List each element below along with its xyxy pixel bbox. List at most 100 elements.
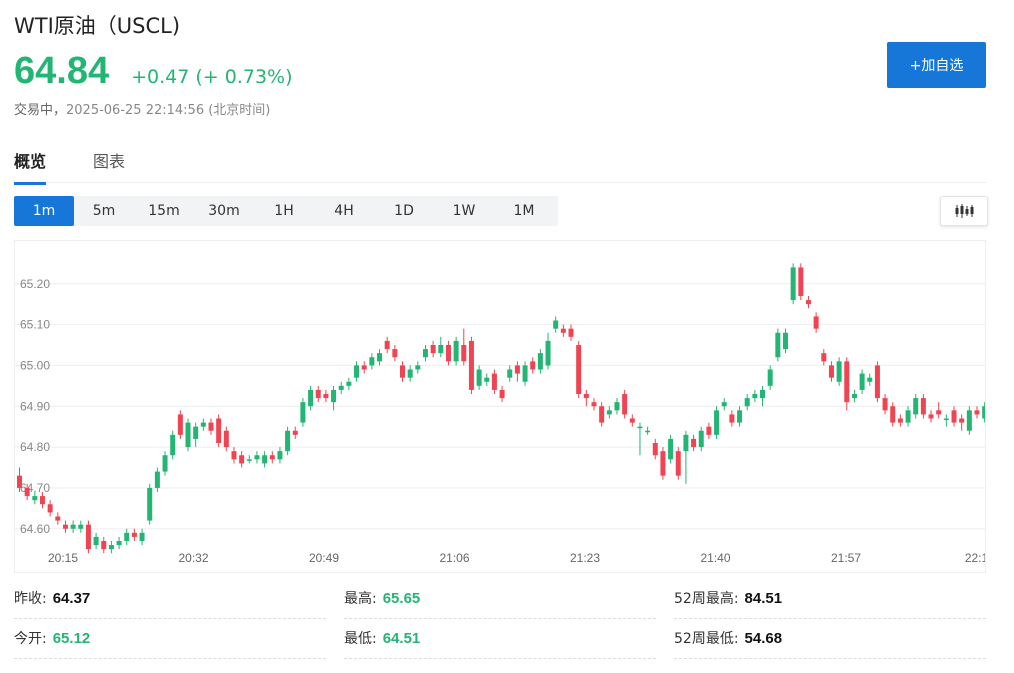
x-tick-label: 21:06 (439, 551, 469, 565)
candle-body (62, 524, 68, 529)
x-tick-label: 20:15 (48, 551, 78, 565)
interval-1mo[interactable]: 1M (513, 203, 535, 219)
candle-body (415, 365, 421, 370)
candle (652, 438, 658, 460)
add-to-watchlist-button[interactable]: +加自选 (887, 42, 986, 88)
interval-5m[interactable]: 5m (92, 203, 116, 219)
instrument-title: WTI原油（USCL) (14, 14, 181, 38)
candle-body (262, 455, 268, 464)
candle (62, 520, 68, 533)
candle (553, 316, 559, 333)
candle-body (445, 345, 451, 362)
candle (966, 406, 972, 435)
candle (691, 434, 697, 452)
candle-body (170, 434, 176, 456)
candle-body (614, 402, 620, 411)
candle-body (223, 430, 229, 448)
candle-body (537, 353, 543, 370)
candlestick-chart[interactable]: 65.2065.1065.0064.9064.8064.7064.6020:15… (15, 241, 1014, 572)
candle (331, 385, 337, 411)
candle (131, 528, 137, 541)
candle-body (32, 496, 38, 501)
stat-low: 最低: 64.51 (344, 620, 656, 659)
candle-body (300, 402, 306, 423)
candle (24, 483, 30, 501)
candle (377, 349, 383, 366)
candle-body (859, 373, 865, 390)
candle (890, 402, 896, 427)
y-tick-label: 65.10 (20, 318, 50, 332)
candle-body (208, 422, 214, 431)
stat-value: 54.68 (744, 630, 783, 647)
candle (108, 541, 114, 554)
candle-body (461, 345, 467, 362)
candle (422, 345, 428, 362)
tab-chart[interactable]: 图表 (93, 152, 126, 171)
candle (775, 328, 781, 362)
candle-body (890, 406, 896, 423)
price-chart[interactable]: 65.20 65.10 65.00 64.90 64.80 64.70 64.60 20:15… (14, 240, 1014, 573)
stat-label: 52周最低: (674, 631, 739, 647)
status-timestamp: 2025-06-25 22:14:56 (66, 103, 205, 118)
candle (315, 385, 321, 403)
candle-body (576, 345, 582, 394)
candle-body (714, 410, 720, 435)
y-tick-label: 64.60 (20, 522, 50, 536)
candle-body (239, 455, 245, 464)
candle (836, 357, 842, 386)
candle (292, 426, 298, 439)
candle-body (468, 340, 474, 390)
stat-value: 64.37 (52, 590, 91, 607)
candle (614, 398, 620, 415)
candle-body (177, 414, 183, 435)
candle-body (285, 430, 291, 452)
candle (78, 520, 84, 533)
candle (783, 328, 788, 354)
candle (821, 349, 827, 366)
candle (369, 353, 375, 370)
candle (576, 340, 582, 399)
candle-body (530, 361, 536, 370)
interval-30m[interactable]: 30m (208, 203, 240, 219)
candle-body (583, 394, 589, 399)
candle-body (246, 459, 252, 461)
candle-body (24, 487, 30, 497)
candle-body (400, 365, 405, 378)
interval-15m[interactable]: 15m (148, 203, 180, 219)
chart-type-button[interactable] (940, 196, 988, 226)
candle (629, 414, 635, 427)
candle (752, 389, 758, 403)
tab-overview[interactable]: 概览 (14, 148, 47, 185)
candle (384, 336, 390, 354)
candle (70, 520, 76, 533)
last-price: 64.84 (14, 50, 110, 92)
candle-body (553, 320, 559, 329)
interval-1m[interactable]: 1m (14, 196, 74, 226)
candle (599, 402, 605, 427)
stat-value: 64.51 (382, 630, 421, 647)
candle-body (767, 369, 773, 386)
candle (246, 455, 252, 464)
interval-1h[interactable]: 1H (274, 203, 294, 219)
candle (239, 451, 245, 468)
candle (744, 394, 750, 411)
candle (920, 394, 926, 419)
interval-1d[interactable]: 1D (394, 203, 414, 219)
interval-4h[interactable]: 4H (334, 203, 354, 219)
candle-body (430, 345, 436, 354)
candle-body (606, 410, 612, 415)
candle (514, 361, 520, 382)
candle (354, 361, 360, 382)
y-tick-label: 64.90 (20, 399, 50, 413)
candle (882, 394, 888, 415)
candle-body (675, 451, 681, 476)
candle-body (499, 389, 505, 399)
candle (507, 365, 513, 382)
candle (737, 406, 743, 427)
candle-body (338, 385, 344, 390)
candle (231, 447, 237, 464)
candle (828, 361, 834, 382)
candle (951, 406, 957, 427)
candle (798, 263, 804, 301)
interval-1w[interactable]: 1W (452, 203, 476, 219)
